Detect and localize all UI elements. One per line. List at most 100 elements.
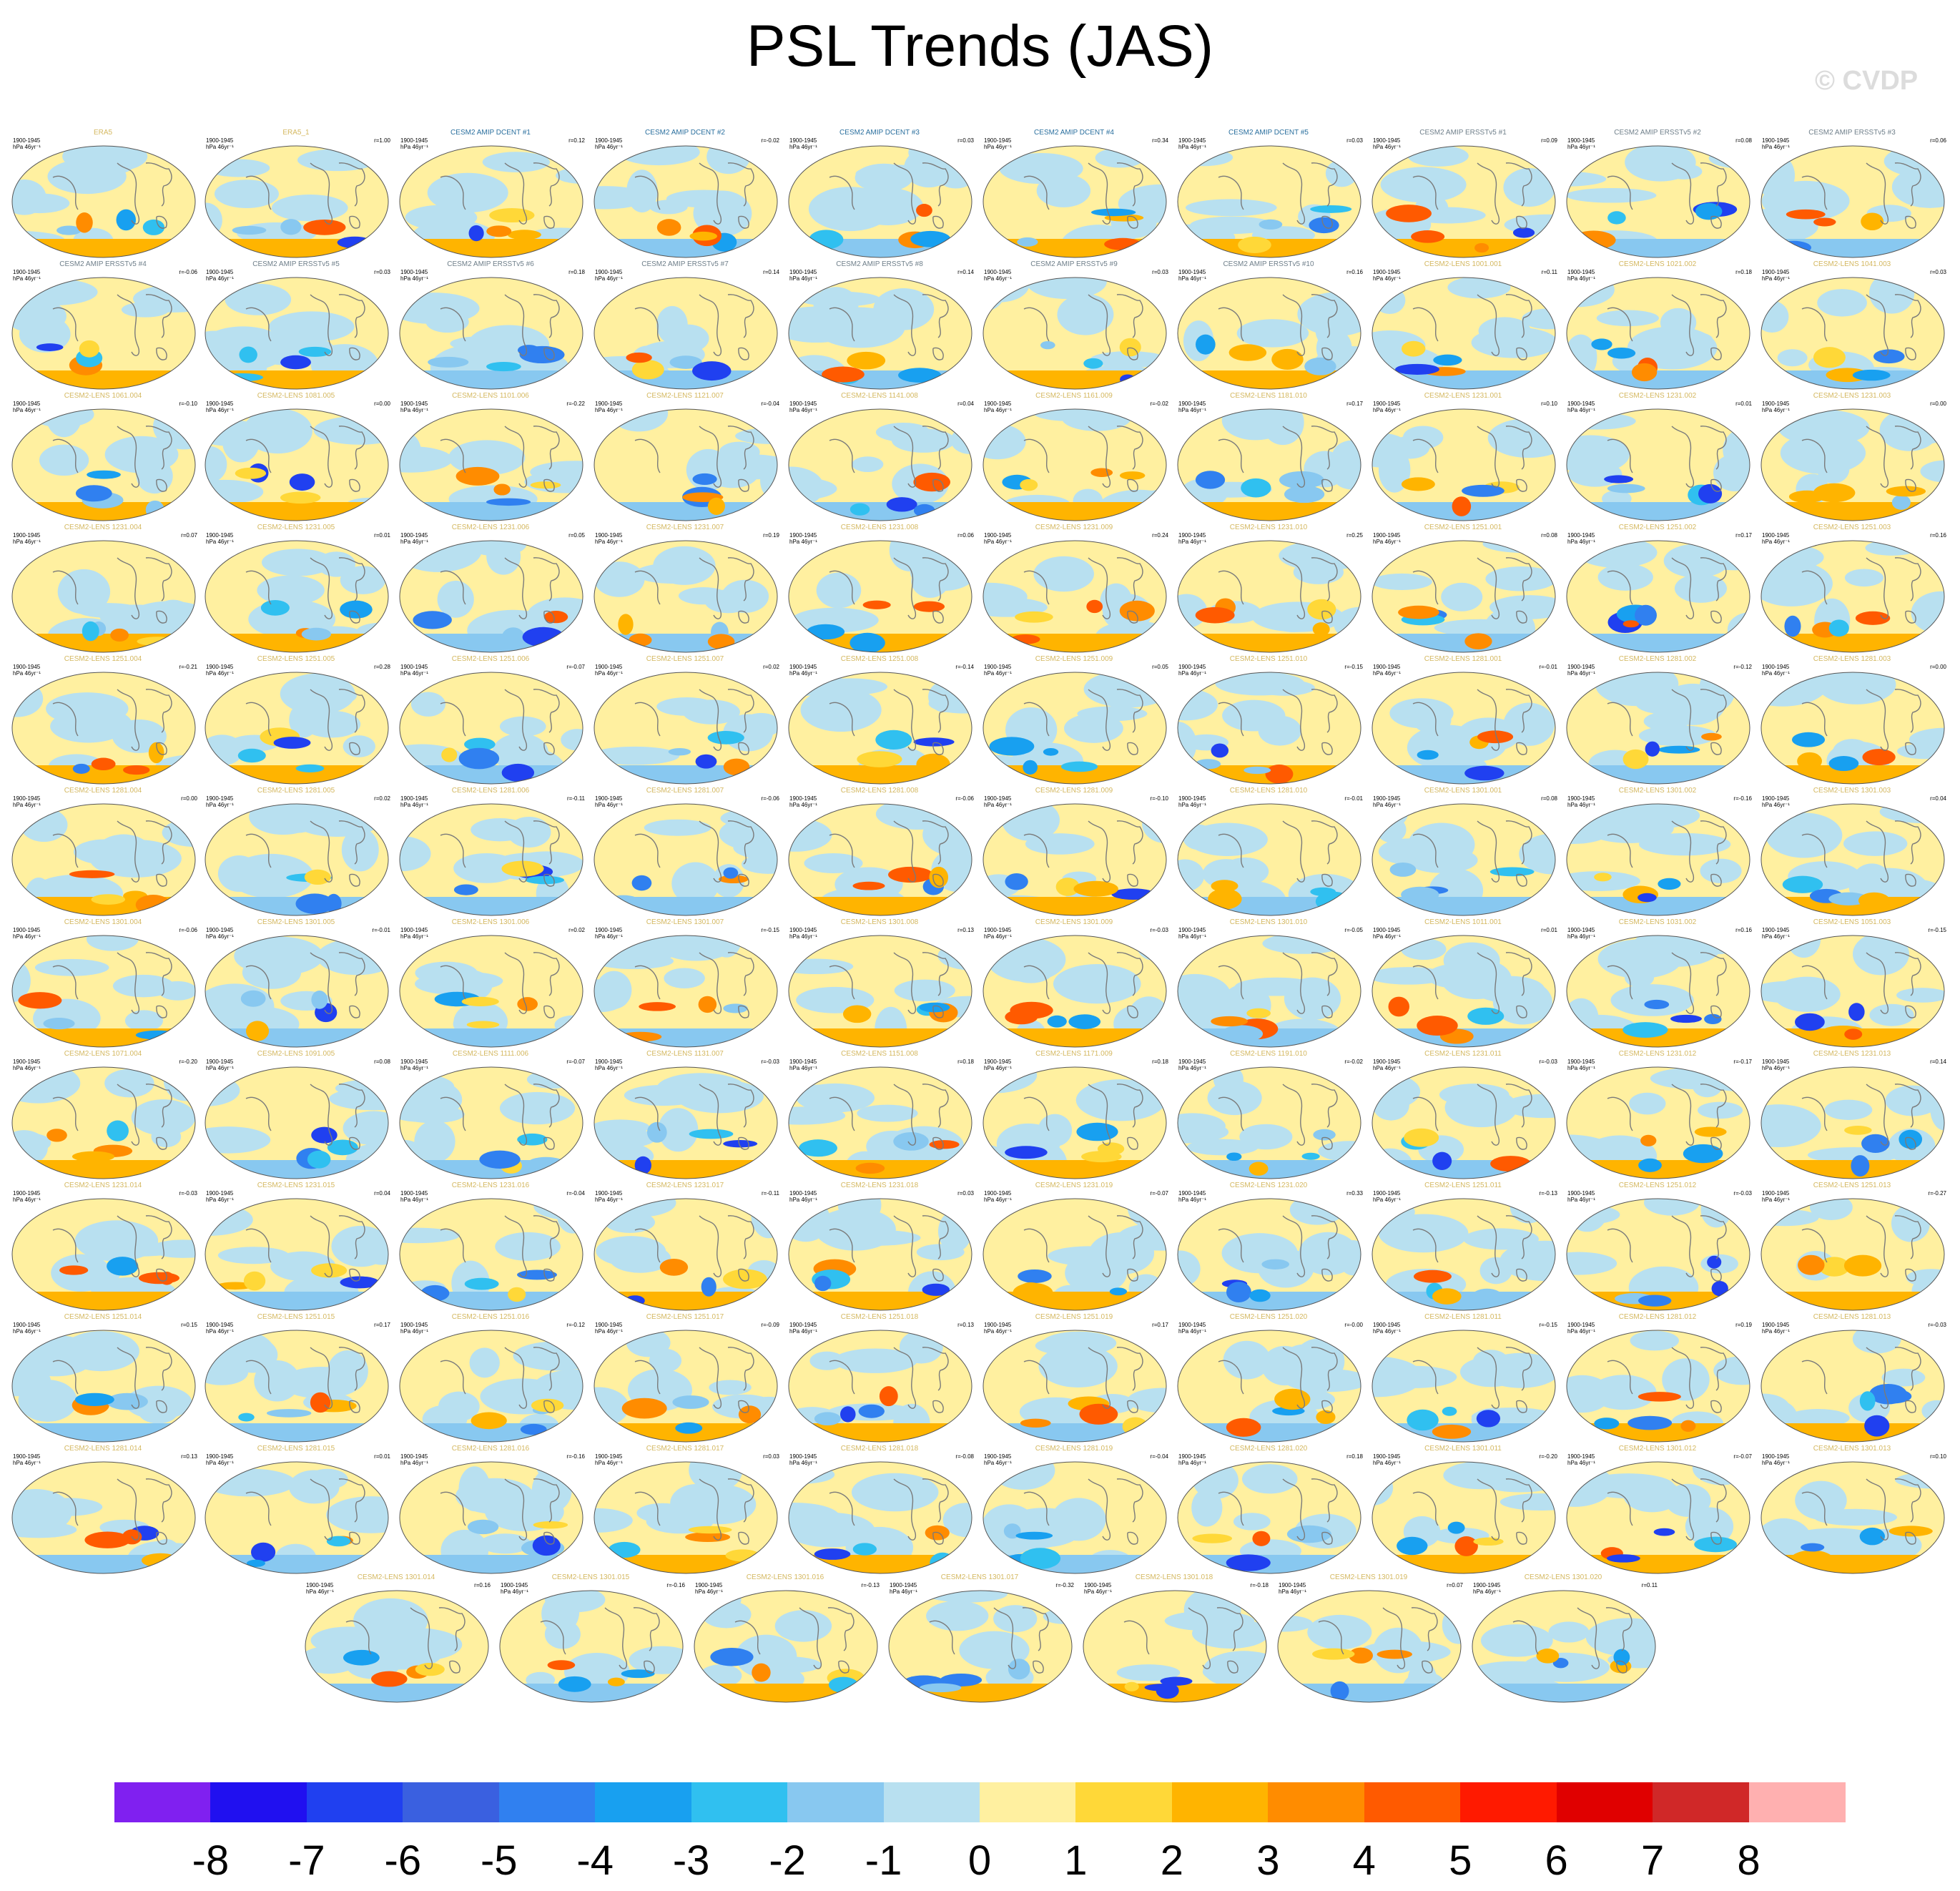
globe-map (694, 1590, 878, 1703)
globe-outline (983, 1066, 1167, 1179)
trend-region (34, 958, 109, 976)
globe-map (1760, 1198, 1945, 1311)
map-panel: CESM2-LENS 1231.007 1900-1945 hPa 46yr⁻¹ r=… (589, 524, 781, 657)
trend-region (59, 1265, 89, 1275)
panel-units: hPa 46yr⁻¹ (1567, 144, 1595, 150)
panel-correlation: r=-0.01 (1539, 664, 1557, 670)
panel-title: CESM2-LENS 1231.010 (1229, 524, 1308, 531)
panel-correlation: r=0.14 (1930, 1059, 1946, 1065)
map-panel: CESM2-LENS 1251.015 1900-1945 hPa 46yr⁻¹ r=… (200, 1313, 392, 1446)
panel-correlation: r=0.18 (1735, 269, 1752, 275)
trend-region (1213, 1067, 1244, 1094)
globe-map (1277, 1590, 1462, 1703)
trend-region (1412, 707, 1452, 734)
panel-period: 1900-1945 (1567, 795, 1595, 802)
trend-region (1441, 582, 1483, 611)
panel-units: hPa 46yr⁻¹ (595, 1460, 623, 1466)
globe-outline (1177, 1198, 1361, 1311)
trend-region (1828, 619, 1849, 637)
map-panel: CESM2-LENS 1301.001 1900-1945 hPa 46yr⁻¹ r=… (1367, 787, 1559, 920)
panel-units: hPa 46yr⁻¹ (1762, 670, 1790, 677)
trend-region (672, 1395, 709, 1409)
trend-region (1462, 484, 1505, 497)
trend-region (1119, 600, 1155, 622)
colorbar-tick-label: 0 (967, 1837, 992, 1884)
globe-map (1371, 1066, 1556, 1179)
panel-correlation: r=-0.20 (179, 1059, 197, 1065)
trend-region (1828, 892, 1868, 905)
trend-region (894, 979, 955, 1002)
panel-units: hPa 46yr⁻¹ (1178, 1197, 1206, 1203)
globe-outline (205, 935, 389, 1048)
panel-title: CESM2-LENS 1231.011 (1424, 1050, 1502, 1058)
panel-units: hPa 46yr⁻¹ (206, 1328, 234, 1335)
trend-region (644, 819, 711, 836)
panel-period: 1900-1945 (1279, 1582, 1306, 1588)
globe-map (205, 277, 389, 390)
trend-region (725, 1549, 760, 1562)
trend-region (1638, 893, 1657, 903)
trend-region (706, 146, 750, 175)
globe-map (788, 408, 972, 521)
trend-region (56, 225, 82, 235)
panel-period: 1900-1945 (1567, 927, 1595, 933)
globe-outline (788, 1066, 972, 1179)
trend-region (1497, 1462, 1535, 1478)
trend-region (79, 340, 99, 358)
map-panel: CESM2-LENS 1251.011 1900-1945 hPa 46yr⁻¹ r=… (1367, 1182, 1559, 1315)
globe-map (399, 408, 583, 521)
trend-region (1401, 938, 1447, 961)
globe-map (1760, 672, 1945, 785)
trend-region (410, 692, 445, 717)
panel-title: CESM2-LENS 1281.013 (1813, 1313, 1891, 1321)
panel-units: hPa 46yr⁻¹ (1178, 539, 1206, 545)
trend-region (1844, 1125, 1872, 1135)
panel-period: 1900-1945 (206, 1059, 234, 1065)
panel-correlation: r=0.18 (568, 269, 585, 275)
trend-region (455, 466, 500, 486)
panel-units: hPa 46yr⁻¹ (400, 275, 428, 282)
panel-correlation: r=0.13 (957, 1322, 974, 1328)
panel-title: CESM2-LENS 1301.013 (1813, 1445, 1891, 1453)
trend-region (1275, 617, 1310, 632)
trend-region (1624, 967, 1655, 988)
trend-region (830, 1229, 921, 1246)
panel-correlation: r=0.16 (1735, 927, 1752, 933)
globe-outline (1760, 145, 1945, 258)
panel-period: 1900-1945 (789, 401, 817, 407)
panel-units: hPa 46yr⁻¹ (206, 539, 234, 545)
panel-period: 1900-1945 (595, 137, 623, 144)
panel-title: CESM2-LENS 1081.005 (257, 392, 335, 400)
trend-region (852, 1543, 877, 1556)
trend-region (1380, 167, 1467, 203)
map-panel: CESM2-LENS 1231.016 1900-1945 hPa 46yr⁻¹ r=… (395, 1182, 586, 1315)
trend-region (1658, 878, 1681, 890)
globe-map (1371, 1198, 1556, 1311)
globe-outline (1566, 408, 1750, 521)
map-panel: CESM2-LENS 1251.016 1900-1945 hPa 46yr⁻¹ r=… (395, 1313, 586, 1446)
map-panel: CESM2-LENS 1231.017 1900-1945 hPa 46yr⁻¹ r=… (589, 1182, 781, 1315)
trend-region (599, 747, 673, 764)
trend-region (842, 1005, 872, 1023)
trend-region (701, 1277, 716, 1297)
trend-region (707, 634, 735, 649)
panel-period: 1900-1945 (1567, 1322, 1595, 1328)
globe-outline (1566, 1198, 1750, 1311)
trend-region (400, 1287, 419, 1307)
colorbar-tick-label: 7 (1640, 1837, 1665, 1884)
trend-region (1195, 471, 1226, 489)
panel-title: CESM2-LENS 1281.002 (1618, 655, 1697, 663)
trend-region (1284, 486, 1325, 504)
map-panel: CESM2-LENS 1301.013 1900-1945 hPa 46yr⁻¹ r=… (1756, 1445, 1948, 1578)
panel-title: CESM2-LENS 1281.012 (1618, 1313, 1697, 1321)
coastline (1801, 952, 1921, 1018)
trend-region (86, 935, 139, 951)
trend-region (942, 1503, 972, 1538)
panel-period: 1900-1945 (1473, 1582, 1501, 1588)
trend-region (340, 566, 386, 594)
panel-title: CESM2-LENS 1251.015 (257, 1313, 335, 1321)
panel-title: CESM2-LENS 1281.020 (1229, 1445, 1308, 1453)
trend-region (1015, 1531, 1053, 1540)
map-panel: CESM2-LENS 1121.007 1900-1945 hPa 46yr⁻¹ r=… (589, 392, 781, 525)
trend-region (862, 600, 891, 609)
